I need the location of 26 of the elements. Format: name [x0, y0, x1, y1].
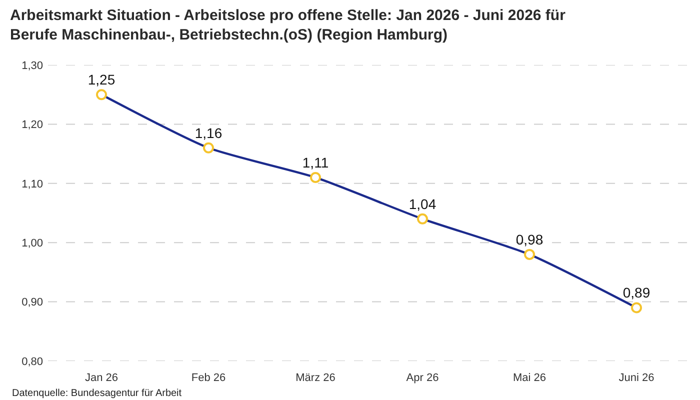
x-tick-label: Jan 26 — [84, 372, 118, 384]
data-label: 1,16 — [194, 124, 222, 141]
x-tick-label: Mai 26 — [512, 372, 546, 384]
y-tick-label: 0,80 — [22, 356, 43, 368]
x-tick-label: März 26 — [296, 372, 336, 384]
x-tick-label: Apr 26 — [406, 372, 439, 384]
data-label: 0,89 — [622, 284, 650, 301]
data-label: 1,04 — [408, 196, 436, 212]
y-tick-label: 1,30 — [22, 60, 43, 72]
y-tick-label: 0,90 — [22, 296, 43, 309]
x-tick-label: Feb 26 — [191, 372, 226, 384]
point — [631, 302, 642, 314]
y-tick-label: 1,10 — [22, 178, 43, 190]
data-label: 1,11 — [302, 154, 329, 170]
point — [417, 213, 428, 224]
point — [524, 248, 535, 260]
data-label: 0,98 — [516, 231, 544, 248]
y-tick-label: 1,20 — [22, 119, 43, 132]
x-tick-label: Juni 26 — [618, 372, 654, 384]
data-label: 1,25 — [88, 71, 116, 88]
point — [310, 172, 321, 183]
chart-title: Arbeitsmarkt Situation - Arbeitslose pro offene Stelle: Jan 2026 - Juni 2026 für Berufe Maschinenbau-, Betriebstechn.(oS) (Region Hamburg) — [10, 7, 566, 44]
point — [203, 142, 214, 154]
point — [96, 89, 107, 100]
y-tick-label: 1,00 — [22, 237, 43, 250]
text: Datenquelle: Bundesagentur für Arbeit — [12, 388, 182, 399]
